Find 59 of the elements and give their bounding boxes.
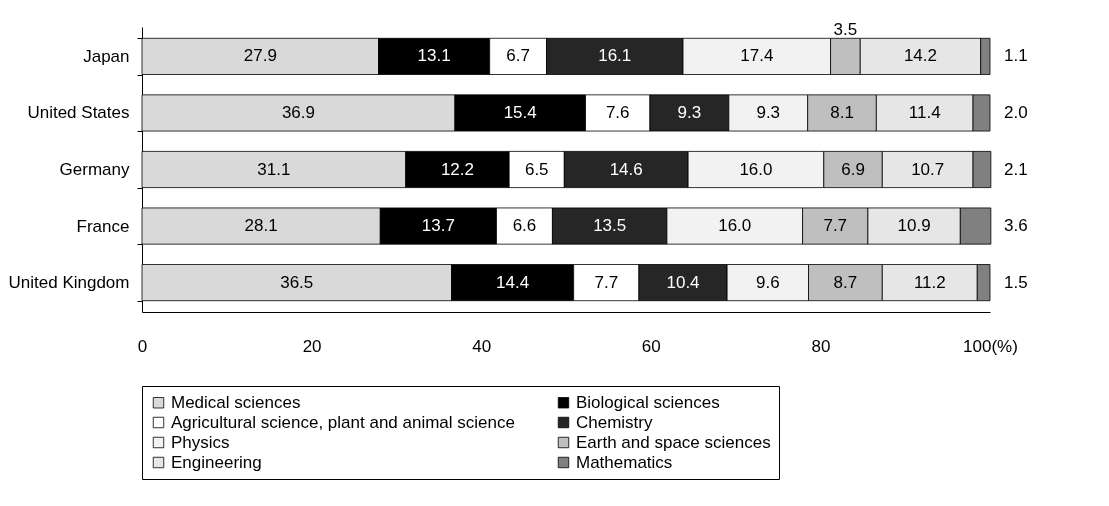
data-label: 2.0	[1004, 102, 1028, 122]
data-label: 36.5	[280, 272, 314, 292]
data-label: 2.1	[1004, 159, 1028, 179]
data-label: 6.7	[506, 46, 530, 66]
data-label: 3.5	[833, 20, 858, 40]
data-label: 9.3	[756, 102, 781, 122]
data-label: 10.9	[897, 216, 931, 236]
data-label: 12.2	[440, 159, 474, 179]
data-label: 11.4	[908, 102, 941, 122]
data-label: 13.5	[593, 216, 627, 236]
data-label: 6.9	[841, 159, 865, 179]
legend-label: Mathematics	[576, 452, 673, 472]
data-label: 1.1	[1004, 46, 1028, 66]
data-label: 1.5	[1004, 272, 1028, 292]
data-label: 9.6	[756, 272, 780, 292]
legend-label: Medical sciences	[171, 392, 301, 412]
data-label: 10.7	[911, 159, 945, 179]
data-label: 16.1	[598, 46, 632, 66]
data-label: 7.6	[605, 102, 630, 122]
data-label: 16.0	[739, 159, 773, 179]
data-label: 36.9	[281, 102, 315, 122]
data-label: 11.2	[913, 272, 946, 292]
y-tick-label: United States	[27, 103, 130, 123]
data-label: 17.4	[740, 46, 774, 66]
x-tick-label: 80	[811, 336, 831, 356]
data-label: 10.4	[666, 272, 700, 292]
data-label: 7.7	[594, 272, 619, 292]
legend-label: Chemistry	[576, 412, 654, 432]
data-label: 13.1	[417, 46, 451, 66]
y-tick-label: Japan	[83, 46, 130, 66]
data-label: 6.6	[512, 216, 537, 236]
x-tick-label: 60	[641, 336, 661, 356]
legend-label: Biological sciences	[576, 392, 720, 412]
data-label: 8.1	[830, 102, 854, 122]
data-label: 9.3	[677, 102, 702, 122]
data-label: 6.5	[524, 159, 549, 179]
y-tick-label: Germany	[59, 160, 130, 179]
y-tick-label: France	[76, 216, 130, 236]
x-tick-label: 0	[137, 336, 148, 356]
legend-label: Engineering	[171, 452, 262, 472]
data-label: 14.6	[609, 159, 643, 179]
legend-label: Physics	[171, 432, 230, 452]
data-label: 13.7	[421, 216, 455, 236]
data-label: 28.1	[244, 216, 278, 236]
data-label: 15.4	[503, 102, 537, 122]
data-label: 3.6	[1004, 216, 1028, 236]
data-label: 7.7	[823, 216, 848, 236]
data-label: 14.4	[496, 272, 530, 292]
y-tick-label: United Kingdom	[8, 273, 130, 293]
x-tick-label: 40	[472, 336, 492, 356]
data-label: 31.1	[257, 159, 291, 179]
x-tick-label: 20	[302, 336, 322, 356]
legend-label: Earth and space sciences	[576, 432, 771, 452]
legend-label: Agricultural science, plant and animal science	[171, 412, 515, 432]
data-label: 27.9	[243, 46, 277, 66]
x-tick-label: 100(%)	[963, 336, 1018, 356]
data-label: 8.7	[833, 272, 858, 292]
data-label: 14.2	[903, 46, 938, 66]
data-label: 16.0	[718, 216, 752, 236]
